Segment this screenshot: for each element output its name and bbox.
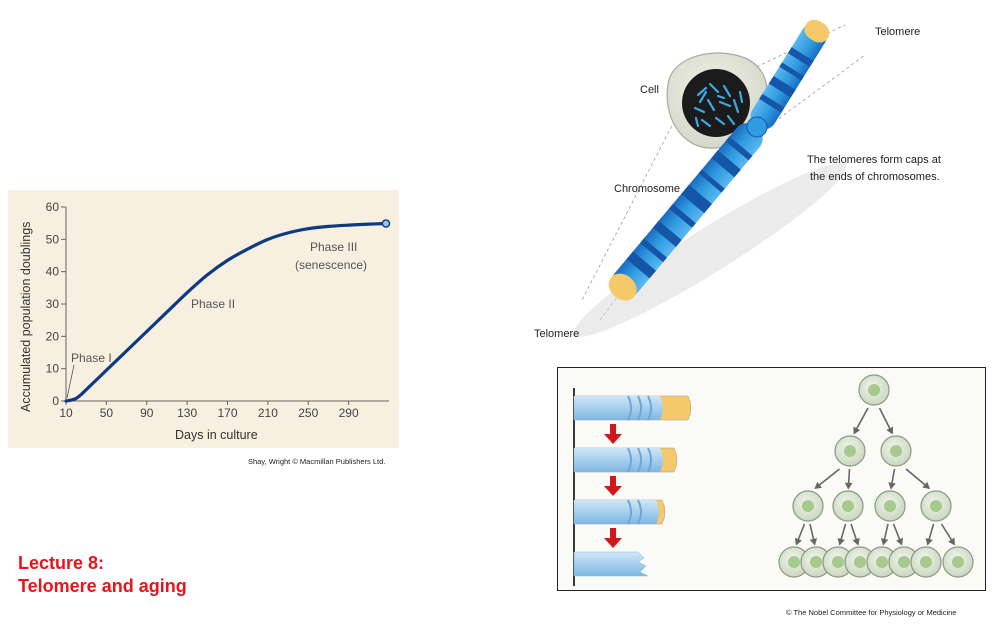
cell-icon: [800, 546, 832, 578]
telomere-label-bottom: Telomere: [534, 328, 579, 340]
telomere-shortening-panel: [557, 367, 986, 591]
y-tick-label: 50: [46, 232, 60, 246]
x-tick-label: 10: [59, 406, 73, 420]
x-axis-title: Days in culture: [175, 428, 258, 442]
cell-icon: [844, 546, 876, 578]
phase-2-label: Phase II: [191, 297, 235, 311]
phase-3-sublabel: (senescence): [295, 258, 367, 272]
telomere-cap-bottom: [608, 273, 637, 301]
chromosome-shadow: [573, 163, 847, 337]
division-arrow: [814, 468, 840, 490]
y-tick-label: 20: [46, 329, 60, 343]
x-tick-label: 90: [140, 406, 154, 420]
division-arrow: [794, 523, 806, 546]
cell-icon: [942, 546, 974, 578]
chromosome-stage-1: [573, 395, 692, 421]
cell-icon: [874, 490, 906, 522]
division-arrow: [880, 523, 889, 546]
arrow-down-3: [604, 528, 622, 548]
lecture-title: Lecture 8: Telomere and aging: [18, 552, 187, 598]
division-arrow: [892, 523, 904, 546]
x-tick-label: 50: [100, 406, 114, 420]
y-tick-label: 40: [46, 265, 60, 279]
lecture-topic: Telomere and aging: [18, 576, 187, 596]
cell-icon: [832, 490, 864, 522]
cell-label: Cell: [640, 84, 659, 96]
phase-1-pointer: [66, 364, 75, 399]
phase-1-label: Phase I: [71, 351, 112, 365]
arrow-down-1: [604, 424, 622, 444]
division-arrow: [888, 468, 896, 490]
chromosome-stage-3: [573, 499, 666, 525]
lecture-number: Lecture 8:: [18, 553, 105, 573]
caption-line-2: the ends of chromosomes.: [810, 171, 940, 183]
division-arrow: [837, 523, 847, 546]
cell-icon: [834, 435, 866, 467]
division-arrow: [844, 468, 853, 490]
cell-icon: [920, 490, 952, 522]
division-arrow: [850, 523, 860, 546]
chart-credit: Shay, Wright © Macmillan Publishers Ltd.: [248, 457, 386, 466]
cell-icon: [858, 374, 890, 406]
division-arrow: [809, 523, 818, 546]
y-tick-label: 30: [46, 297, 60, 311]
cell-division-tree: [778, 374, 974, 578]
series-end-point: [381, 219, 391, 228]
telomere-shortening-svg: [573, 374, 974, 586]
division-arrow: [878, 407, 894, 435]
y-axis-title: Accumulated population doublings: [19, 222, 33, 412]
division-arrow: [925, 523, 935, 546]
centromere: [746, 116, 768, 138]
telomere-cap-top: [804, 19, 830, 43]
growth-curve-chart: 0 10 20 30 40 50 60 10 50 90 130 170 210 250 290 Phase…: [8, 190, 399, 448]
cell-icon: [778, 546, 810, 578]
y-tick-label: 10: [46, 362, 60, 376]
chromosome-diagram: Telomere Cell Chromosome Telomere The te…: [534, 19, 941, 340]
chromosome-label: Chromosome: [614, 183, 680, 195]
cell-icon: [792, 490, 824, 522]
x-tick-label: 210: [258, 406, 278, 420]
x-tick-label: 170: [217, 406, 237, 420]
telomere-label-top: Telomere: [875, 26, 920, 38]
cell-icon: [888, 546, 920, 578]
y-tick-label: 0: [52, 394, 59, 408]
nobel-credit: © The Nobel Committee for Physiology or …: [786, 608, 957, 617]
division-arrow: [905, 468, 931, 490]
cell-icon: [866, 546, 898, 578]
cell-icon: [880, 435, 912, 467]
division-arrow: [853, 407, 869, 435]
y-tick-label: 60: [46, 200, 60, 214]
x-tick-label: 290: [339, 406, 359, 420]
chromosome: [608, 19, 830, 301]
division-arrow: [940, 523, 955, 546]
x-tick-label: 250: [298, 406, 318, 420]
chromosome-stage-4: [573, 551, 649, 577]
caption-line-1: The telomeres form caps at: [807, 154, 941, 166]
x-tick-label: 130: [177, 406, 197, 420]
series-line: [64, 221, 388, 403]
chromosome-stage-2: [573, 447, 678, 473]
arrow-down-2: [604, 476, 622, 496]
cell-icon: [910, 546, 942, 578]
phase-3-label: Phase III: [310, 240, 357, 254]
